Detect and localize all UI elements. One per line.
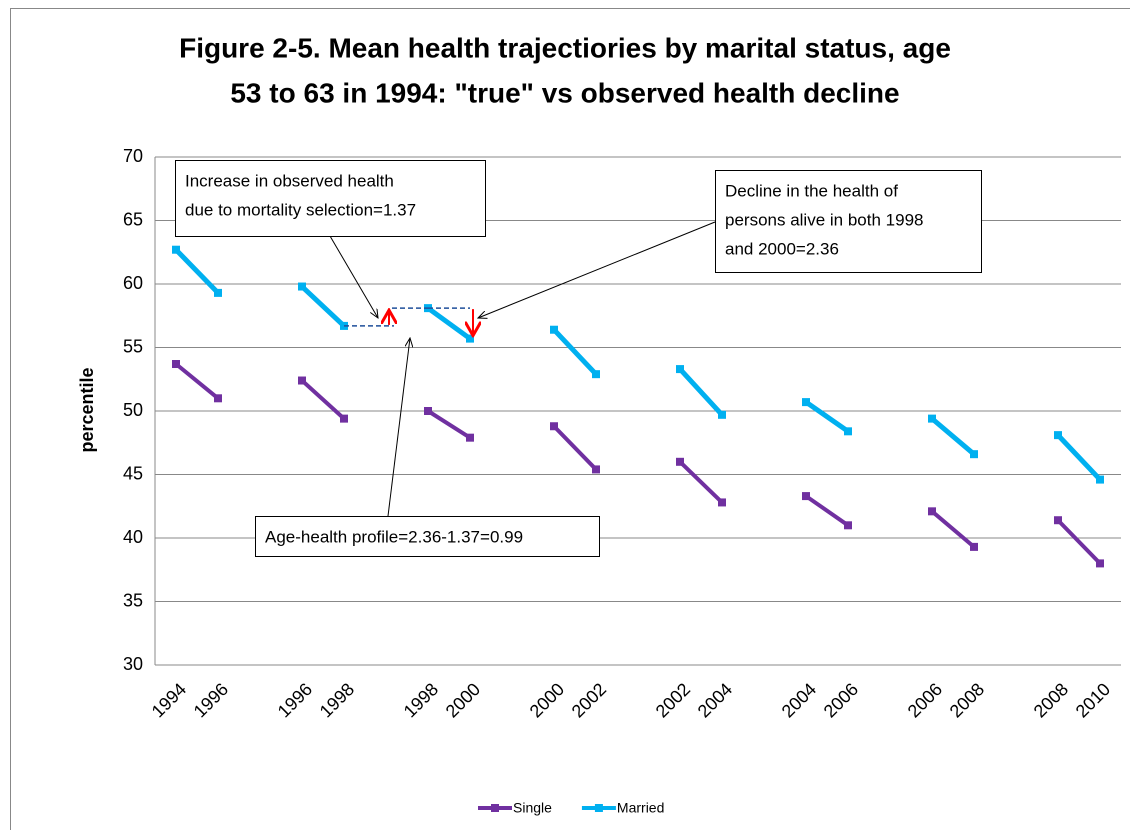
series-line-marker — [1096, 475, 1104, 484]
x-tick-label: 2002 — [652, 679, 694, 721]
series-line-marker — [970, 450, 978, 459]
legend-marker — [491, 804, 499, 812]
y-axis-label: percentile — [77, 367, 97, 452]
series-line-marker — [550, 325, 558, 334]
series-line-marker — [466, 334, 474, 343]
x-tick-label: 2010 — [1072, 679, 1114, 721]
y-tick-label: 70 — [123, 146, 143, 166]
series-line-marker — [214, 288, 222, 297]
series-line-marker — [844, 521, 852, 530]
series-line-marker — [970, 542, 978, 551]
frame — [10, 8, 1130, 830]
series-line-marker — [172, 360, 180, 369]
annotation-text: due to mortality selection=1.37 — [185, 200, 416, 219]
arrow — [329, 235, 378, 318]
x-tick-label: 2006 — [904, 679, 946, 721]
series-line-marker — [298, 376, 306, 385]
plot — [172, 245, 1104, 568]
series-line-marker — [1096, 559, 1104, 568]
x-tick-label: 2004 — [694, 679, 736, 721]
series-line-marker — [844, 427, 852, 436]
series-line — [174, 247, 1102, 482]
chart-title: 53 to 63 in 1994: "true" vs observed hea… — [230, 77, 899, 108]
annotation-box — [715, 170, 982, 273]
series-line-marker — [928, 507, 936, 516]
series-line-marker — [466, 433, 474, 442]
x-tick-label: 2004 — [778, 679, 820, 721]
series-line-marker — [592, 370, 600, 379]
legend-marker — [594, 804, 603, 812]
series-line-marker — [802, 398, 810, 407]
x-tick-label: 1996 — [190, 679, 232, 721]
series-line-marker — [1054, 516, 1062, 525]
y-tick-label: 30 — [123, 654, 143, 674]
annotation-text: Age-health profile=2.36-1.37=0.99 — [265, 527, 523, 546]
y-tick-label: 65 — [123, 209, 143, 229]
series-line-marker — [214, 394, 222, 403]
series-line-marker — [928, 414, 936, 423]
y-tick-label: 45 — [123, 463, 143, 483]
series-line-marker — [424, 407, 432, 415]
series-line-marker — [676, 365, 684, 374]
series-line-marker — [1054, 431, 1062, 440]
x-tick-label: 2006 — [820, 679, 862, 721]
series-line-marker — [298, 282, 306, 291]
series-line-marker — [718, 498, 726, 507]
x-tick-label: 1994 — [148, 679, 190, 721]
y-tick-label: 55 — [123, 336, 143, 356]
dashed-guide — [344, 307, 470, 327]
series-line-marker — [676, 457, 684, 466]
series-line-marker — [172, 245, 180, 254]
x-tick-label: 1998 — [316, 679, 358, 721]
y-tick-label: 35 — [123, 590, 143, 610]
series-line-marker — [592, 465, 600, 474]
y-tick-label: 40 — [123, 527, 143, 547]
annotation-text: persons alive in both 1998 — [725, 210, 923, 229]
legend: Single Married — [478, 800, 664, 816]
annotation-text: Decline in the health of — [725, 181, 898, 200]
series-line-marker — [718, 410, 726, 419]
series-line-marker — [340, 414, 348, 423]
arrow — [387, 338, 410, 517]
x-tick-label: 1998 — [400, 679, 442, 721]
series-line-marker — [550, 422, 558, 431]
x-tick-label: 2000 — [442, 679, 484, 721]
annotation-box — [175, 160, 486, 237]
annotation-text: Increase in observed health — [185, 171, 394, 190]
y-tick-label: 60 — [123, 273, 143, 293]
x-tick-label: 1996 — [274, 679, 316, 721]
legend-label: Married — [617, 800, 664, 816]
series-line-marker — [802, 492, 810, 501]
annotations: Increase in observed health due to mortal… — [175, 160, 982, 557]
x-tick-label: 2008 — [946, 679, 988, 721]
annotation-text: and 2000=2.36 — [725, 239, 839, 258]
x-tick-label: 2002 — [568, 679, 610, 721]
chart-title: Figure 2-5. Mean health trajectiories by… — [179, 32, 951, 63]
legend-label: Single — [513, 800, 552, 816]
series-line — [174, 362, 1102, 565]
x-tick-label: 2008 — [1030, 679, 1072, 721]
x-tick-label: 2000 — [526, 679, 568, 721]
annotation-box — [255, 516, 600, 557]
y-tick-label: 50 — [123, 400, 143, 420]
arrow — [478, 221, 716, 318]
